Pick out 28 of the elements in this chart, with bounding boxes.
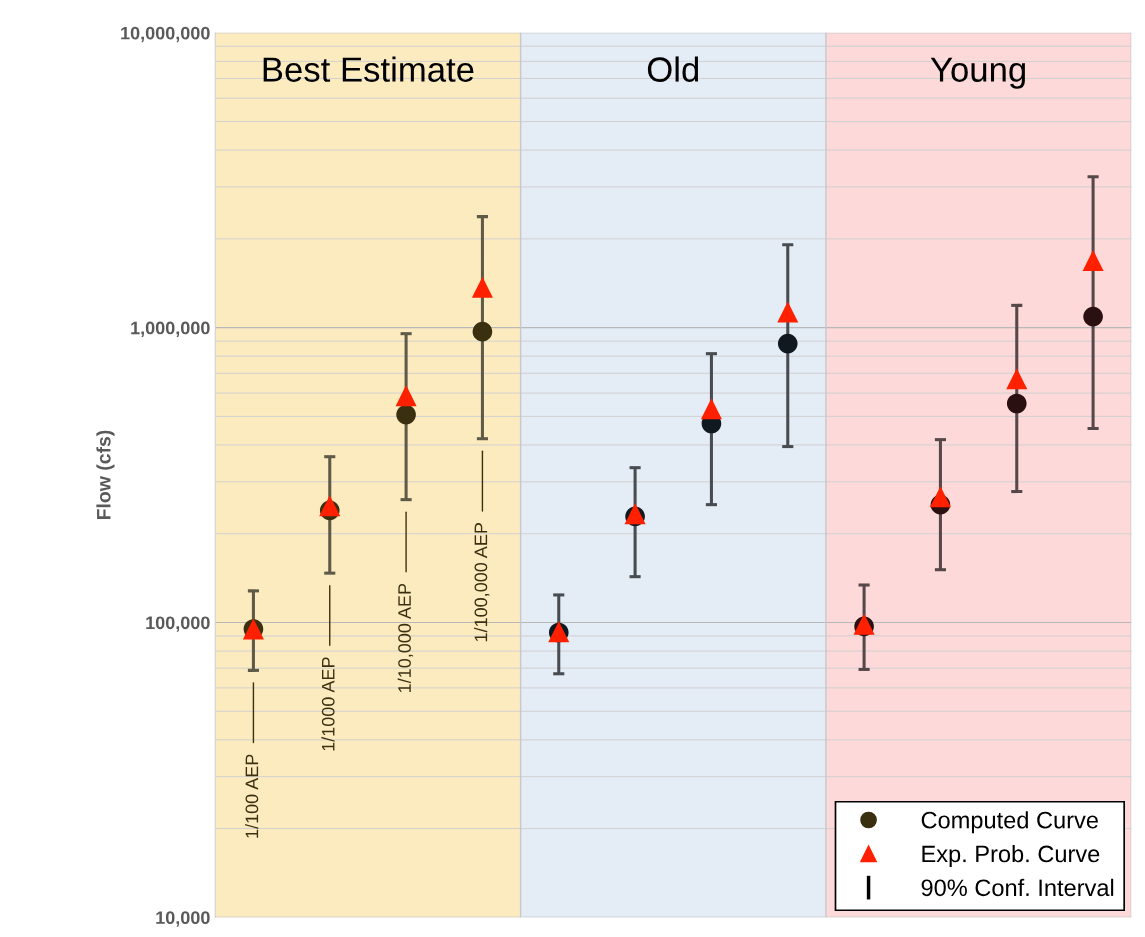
legend-label: Exp. Prob. Curve [922, 844, 1100, 867]
annotation: 1/1000 AEP [321, 657, 335, 751]
annotation: Best Estimate [263, 56, 474, 82]
point [777, 301, 799, 323]
annotation: 90% Conf. Interval [921, 878, 1114, 897]
annotation: 1/10,000 AEP [397, 583, 414, 693]
y-tick-label: 10,000 [156, 911, 210, 927]
point [472, 321, 493, 342]
legend-label: Computed Curve [921, 811, 1098, 834]
point [1083, 306, 1103, 327]
point [471, 276, 493, 298]
point [1006, 393, 1027, 414]
y-axis-title: Flow (cfs) [96, 430, 115, 520]
point [700, 398, 722, 420]
annotation: Young [930, 57, 1025, 89]
annotation: Old [647, 56, 699, 82]
point [319, 495, 341, 517]
point [777, 333, 798, 354]
point [1006, 368, 1028, 390]
point [1082, 249, 1104, 271]
y-tick-label: 1,000,000 [131, 321, 210, 337]
y-tick-label: 10,000,000 [121, 26, 210, 43]
annotation: 1/100,000 AEP [474, 523, 490, 642]
point [929, 486, 951, 508]
point [395, 385, 417, 407]
annotation: 1/100 AEP [245, 754, 259, 838]
y-tick-label: 100,000 [146, 616, 210, 632]
point [396, 404, 416, 425]
